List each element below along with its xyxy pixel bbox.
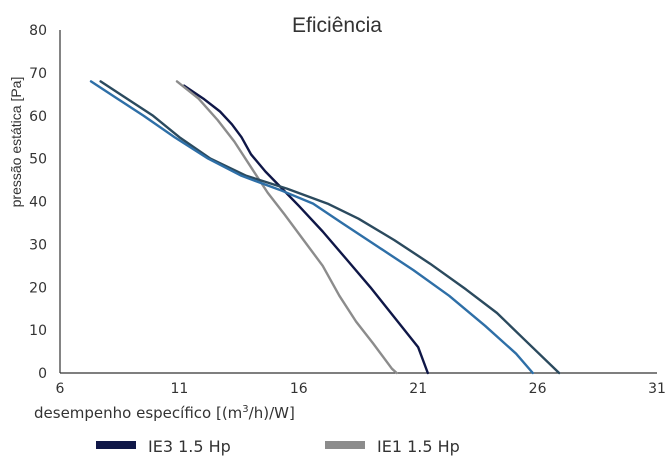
y-tick-label: 10 (29, 323, 47, 339)
y-tick-labels: 0 10 20 30 40 50 60 70 80 (29, 23, 47, 382)
x-tick-label: 31 (648, 381, 666, 397)
legend-label-ie3: IE3 1.5 Hp (148, 437, 231, 456)
x-tick-label: 11 (170, 381, 188, 397)
legend-swatch-ie3 (96, 441, 136, 449)
legend-item-ie3: IE3 1.5 Hp (96, 437, 231, 456)
x-axis-title-end: /h)/W] (249, 404, 295, 422)
legend-label-ie1: IE1 1.5 Hp (377, 437, 460, 456)
legend: IE3 1.5 Hp IE1 1.5 Hp (96, 437, 460, 456)
y-tick-label: 50 (29, 152, 47, 168)
legend-swatch-ie1 (325, 441, 365, 449)
x-tick-label: 26 (529, 381, 547, 397)
chart-title: Eficiência (292, 14, 382, 37)
x-axis-title-main: desempenho específico [(m (34, 404, 242, 422)
legend-item-ie1: IE1 1.5 Hp (325, 437, 460, 456)
series-line-3 (99, 80, 561, 375)
y-tick-label: 30 (29, 237, 47, 253)
y-tick-label: 60 (29, 109, 47, 125)
x-tick-label: 16 (290, 381, 308, 397)
y-axis-title: pressão estática [Pa] (8, 77, 24, 208)
x-axis-title: desempenho específico [(m3/h)/W] (34, 404, 295, 422)
y-tick-label: 20 (29, 280, 47, 296)
x-tick-labels: 6 11 16 21 26 31 (56, 381, 666, 397)
y-tick-label: 70 (29, 66, 47, 82)
series-line-2 (175, 80, 398, 375)
series-line-4 (89, 80, 534, 375)
y-tick-label: 80 (29, 23, 47, 39)
x-tick-label: 21 (409, 381, 427, 397)
y-tick-label: 40 (29, 195, 47, 211)
x-axis-title-sup: 3 (242, 404, 248, 415)
series-lines (89, 80, 561, 375)
y-tick-label: 0 (38, 366, 47, 382)
series-line-1 (182, 84, 429, 375)
x-tick-label: 6 (56, 381, 65, 397)
